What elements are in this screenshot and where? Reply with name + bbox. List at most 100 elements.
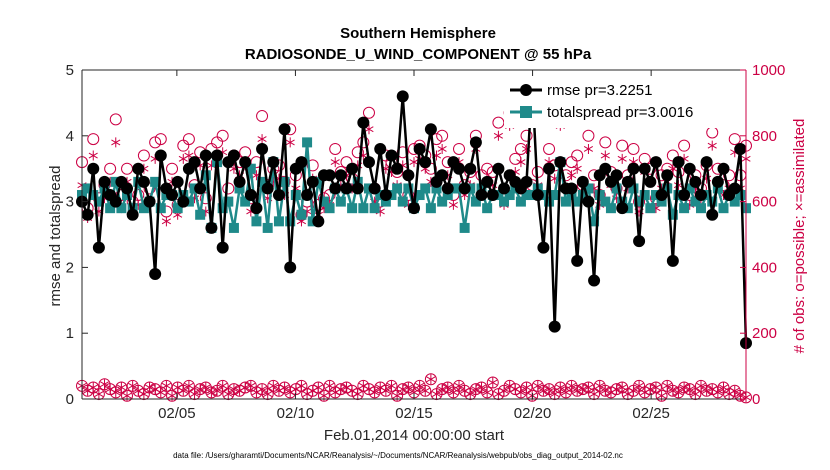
rmse-point — [537, 241, 550, 254]
obs-assimilated-bottom-point — [555, 382, 565, 393]
rmse-point — [554, 156, 567, 169]
totalspread-point — [515, 196, 526, 207]
rmse-point — [464, 162, 477, 175]
totalspread-point — [431, 183, 442, 194]
rmse-point — [672, 156, 685, 169]
obs-assimilated-bottom-point — [533, 380, 543, 391]
rmse-point — [385, 149, 398, 162]
rmse-point — [239, 156, 252, 169]
totalspread-point — [273, 216, 284, 227]
rmse-point — [379, 189, 392, 202]
totalspread-point — [380, 196, 391, 207]
rmse-point — [700, 156, 713, 169]
totalspread-point — [318, 196, 329, 207]
rmse-point — [419, 156, 432, 169]
legend-totalspread-marker — [520, 106, 532, 118]
obs-possible-point — [216, 129, 229, 142]
rmse-point — [531, 189, 544, 202]
obs-assimilated-point — [617, 153, 627, 164]
obs-assimilated-point — [572, 163, 582, 174]
totalspread-point — [634, 196, 645, 207]
totalspread-point — [347, 203, 358, 214]
rmse-point — [137, 175, 150, 188]
rmse-point — [565, 182, 578, 195]
totalspread-point — [262, 222, 273, 233]
rmse-point — [284, 261, 297, 274]
obs-assimilated-bottom-point — [353, 389, 363, 400]
obs-assimilated-bottom-point — [403, 382, 413, 393]
obs-assimilated-point — [600, 150, 610, 161]
obs-assimilated-bottom-point — [521, 382, 532, 393]
rmse-point — [638, 162, 651, 175]
rmse-point — [92, 241, 105, 254]
totalspread-point — [425, 203, 436, 214]
totalspread-point — [690, 196, 701, 207]
totalspread-point — [482, 203, 493, 214]
rmse-series — [76, 77, 752, 350]
totalspread-point — [296, 209, 307, 220]
rmse-point — [436, 169, 449, 182]
obs-assimilated-bottom-point — [668, 385, 678, 396]
rmse-point — [244, 189, 257, 202]
y-tick-label: 3 — [66, 194, 74, 211]
rmse-point — [267, 156, 280, 169]
rmse-point — [599, 162, 612, 175]
rmse-point — [649, 156, 662, 169]
obs-possible-bottom-point — [526, 389, 539, 402]
totalspread-point — [251, 216, 262, 227]
totalspread-point — [285, 216, 296, 227]
chart-subtitle: RADIOSONDE_U_WIND_COMPONENT @ 55 hPa — [245, 46, 592, 63]
obs-assimilated-bottom-point — [550, 389, 560, 400]
rmse-point — [644, 175, 657, 188]
obs-possible-bottom-point — [92, 388, 105, 401]
obs-assimilated-point — [161, 216, 171, 227]
obs-assimilated-bottom-point — [313, 382, 323, 393]
totalspread-point — [105, 203, 116, 214]
totalspread-point — [234, 183, 245, 194]
rmse-point — [188, 156, 201, 169]
rmse-point — [177, 195, 190, 208]
rmse-point — [571, 254, 584, 267]
rmse-point — [250, 202, 263, 215]
obs-assimilated-bottom-point — [99, 379, 110, 390]
rmse-point — [374, 142, 387, 155]
x-tick-label: 02/20 — [514, 405, 552, 422]
totalspread-point — [521, 190, 532, 201]
rmse-point — [323, 169, 336, 182]
totalspread-point — [679, 203, 690, 214]
obs-possible-point — [616, 139, 629, 152]
rmse-point — [351, 182, 364, 195]
rmse-point — [211, 149, 224, 162]
obs-assimilated-bottom-point — [218, 380, 228, 391]
obs-assimilated-bottom-point — [263, 389, 273, 400]
totalspread-point — [707, 196, 718, 207]
rmse-point — [683, 162, 696, 175]
obs-assimilated-bottom-point — [583, 382, 594, 393]
rmse-point — [154, 149, 167, 162]
obs-assimilated-bottom-point — [718, 382, 729, 393]
totalspread-point — [228, 222, 239, 233]
obs-assimilated-point — [566, 170, 577, 181]
y-right-tick-label: 200 — [752, 325, 777, 342]
rmse-point — [424, 123, 437, 136]
rmse-point — [301, 189, 314, 202]
rmse-point — [346, 162, 359, 175]
obs-assimilated-bottom-point — [206, 387, 217, 398]
obs-assimilated-bottom-point — [673, 387, 684, 398]
obs-assimilated-bottom-point — [634, 380, 644, 391]
rmse-point — [368, 182, 381, 195]
rmse-point — [621, 175, 634, 188]
y-right-tick-label: 600 — [752, 194, 777, 211]
rmse-point — [498, 182, 511, 195]
totalspread-point — [138, 203, 149, 214]
rmse-point — [312, 215, 325, 228]
obs-assimilated-bottom-point — [617, 382, 627, 393]
rmse-point — [520, 175, 533, 188]
obs-possible-bottom-point — [166, 389, 179, 402]
rmse-point — [272, 189, 285, 202]
totalspread-point — [290, 190, 301, 201]
obs-possible-point — [222, 182, 235, 195]
totalspread-point — [88, 190, 99, 201]
obs-assimilated-point — [285, 137, 295, 148]
obs-assimilated-bottom-point — [246, 380, 256, 391]
